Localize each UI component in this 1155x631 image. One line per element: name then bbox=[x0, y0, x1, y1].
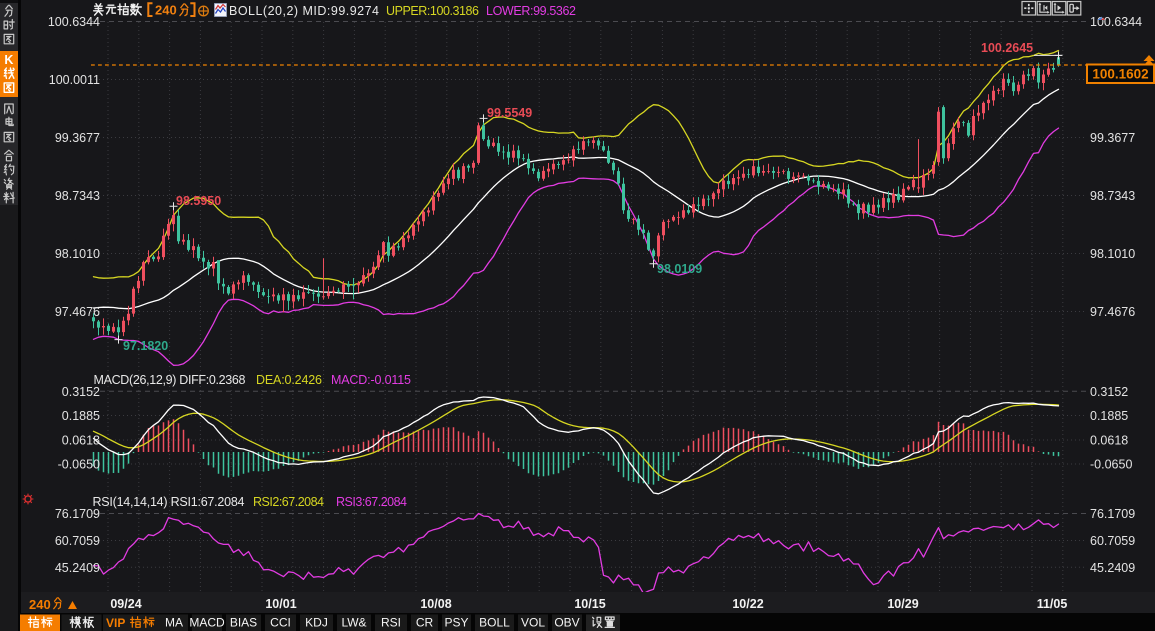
svg-text:MA: MA bbox=[165, 616, 183, 630]
svg-text:98.1010: 98.1010 bbox=[1090, 247, 1135, 261]
svg-text:0.0618: 0.0618 bbox=[1090, 434, 1128, 448]
svg-text:0.3152: 0.3152 bbox=[62, 385, 100, 399]
svg-text:CCI: CCI bbox=[270, 616, 291, 630]
svg-text:99.5549: 99.5549 bbox=[487, 106, 532, 120]
svg-text:0.0618: 0.0618 bbox=[62, 434, 100, 448]
svg-text:10/22: 10/22 bbox=[732, 597, 763, 611]
svg-text:100.6344: 100.6344 bbox=[48, 15, 100, 29]
svg-text:100.2645: 100.2645 bbox=[981, 41, 1033, 55]
svg-text:VIP: VIP bbox=[106, 616, 125, 630]
svg-text:MACD:-0.0115: MACD:-0.0115 bbox=[331, 373, 411, 387]
svg-text:45.2409: 45.2409 bbox=[1090, 561, 1135, 575]
svg-text:RSI(14,14,14) RSI1:67.2084: RSI(14,14,14) RSI1:67.2084 bbox=[93, 495, 245, 509]
svg-text:98.1010: 98.1010 bbox=[55, 247, 100, 261]
svg-text:10/29: 10/29 bbox=[887, 597, 918, 611]
svg-text:BOLL: BOLL bbox=[479, 616, 510, 630]
svg-text:240: 240 bbox=[155, 3, 177, 18]
svg-text:100.6344: 100.6344 bbox=[1090, 15, 1142, 29]
svg-text:PSY: PSY bbox=[444, 616, 468, 630]
svg-text:10/08: 10/08 bbox=[420, 597, 451, 611]
svg-text:09/24: 09/24 bbox=[110, 597, 141, 611]
svg-text:BOLL(20,2) MID:99.9274: BOLL(20,2) MID:99.9274 bbox=[229, 4, 379, 18]
svg-text:CR: CR bbox=[416, 616, 434, 630]
svg-text:K: K bbox=[4, 53, 13, 67]
svg-text:97.4676: 97.4676 bbox=[1090, 305, 1135, 319]
svg-text:MACD(26,12,9) DIFF:0.2368: MACD(26,12,9) DIFF:0.2368 bbox=[94, 373, 246, 387]
svg-text:RSI2:67.2084: RSI2:67.2084 bbox=[253, 495, 324, 509]
svg-text:97.4676: 97.4676 bbox=[55, 305, 100, 319]
svg-text:60.7059: 60.7059 bbox=[1090, 534, 1135, 548]
svg-text:-0.0650: -0.0650 bbox=[1090, 458, 1132, 472]
svg-text:45.2409: 45.2409 bbox=[55, 561, 100, 575]
svg-text:98.5950: 98.5950 bbox=[176, 194, 221, 208]
svg-text:0.1885: 0.1885 bbox=[1090, 409, 1128, 423]
svg-text:DEA:0.2426: DEA:0.2426 bbox=[256, 373, 322, 387]
svg-text:76.1709: 76.1709 bbox=[1090, 507, 1135, 521]
svg-text:99.3677: 99.3677 bbox=[55, 131, 100, 145]
svg-text:97.1820: 97.1820 bbox=[123, 339, 168, 353]
svg-text:VOL: VOL bbox=[521, 616, 545, 630]
svg-text:100.0011: 100.0011 bbox=[49, 73, 100, 87]
svg-text:MACD: MACD bbox=[189, 616, 225, 630]
svg-text:98.7343: 98.7343 bbox=[1090, 189, 1135, 203]
svg-text:10/15: 10/15 bbox=[574, 597, 605, 611]
svg-text:BIAS: BIAS bbox=[230, 616, 257, 630]
svg-text:RSI3:67.2084: RSI3:67.2084 bbox=[336, 495, 407, 509]
svg-text:-0.0650: -0.0650 bbox=[58, 458, 100, 472]
svg-text:KDJ: KDJ bbox=[305, 616, 328, 630]
svg-text:98.0109: 98.0109 bbox=[657, 262, 702, 276]
svg-text:98.7343: 98.7343 bbox=[55, 189, 100, 203]
svg-text:LW&: LW& bbox=[341, 616, 366, 630]
svg-text:240: 240 bbox=[29, 597, 51, 612]
svg-text:11/05: 11/05 bbox=[1037, 597, 1068, 611]
svg-text:0.3152: 0.3152 bbox=[1090, 385, 1128, 399]
svg-text:RSI: RSI bbox=[381, 616, 401, 630]
svg-text:99.3677: 99.3677 bbox=[1090, 131, 1135, 145]
svg-text:10/01: 10/01 bbox=[265, 597, 296, 611]
svg-text:UPPER:100.3186: UPPER:100.3186 bbox=[386, 4, 479, 18]
svg-text:100.1602: 100.1602 bbox=[1092, 67, 1148, 82]
svg-text:OBV: OBV bbox=[554, 616, 579, 630]
svg-text:60.7059: 60.7059 bbox=[55, 534, 100, 548]
svg-text:76.1709: 76.1709 bbox=[55, 507, 100, 521]
svg-text:0.1885: 0.1885 bbox=[62, 409, 100, 423]
svg-text:LOWER:99.5362: LOWER:99.5362 bbox=[486, 4, 576, 18]
